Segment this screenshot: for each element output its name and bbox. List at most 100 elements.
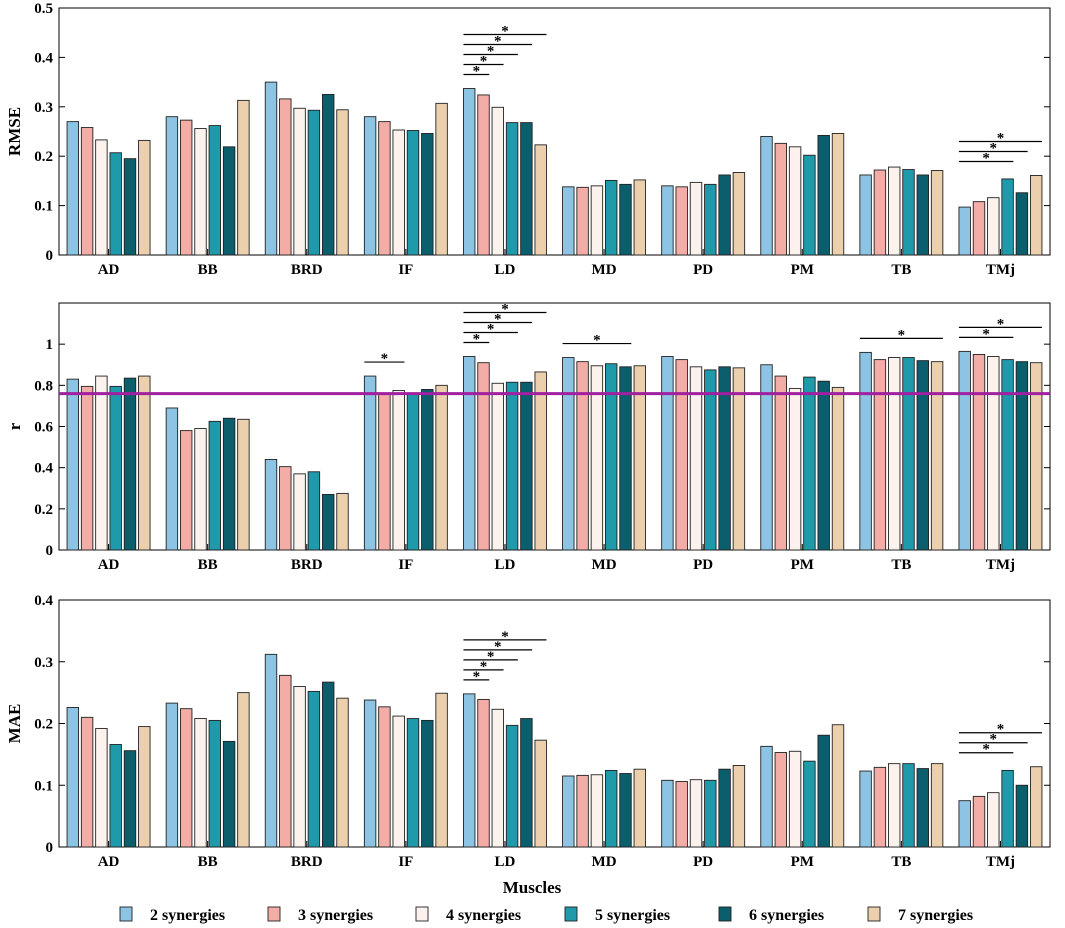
bar — [718, 768, 731, 848]
bar — [95, 727, 108, 848]
bar — [194, 428, 207, 551]
legend-label: 3 synergies — [298, 907, 373, 924]
bar — [873, 169, 887, 256]
x-tick-label: IF — [398, 557, 413, 573]
bar — [435, 692, 448, 848]
bar — [732, 765, 746, 848]
bar — [520, 718, 533, 848]
bar — [888, 166, 901, 256]
x-axis-title: Muscles — [503, 878, 562, 897]
bar — [930, 361, 944, 551]
legend: 2 synergies 3 synergies 4 synergies 5 syner… — [119, 906, 973, 924]
bar — [322, 93, 335, 256]
y-axis-title: RMSE — [5, 107, 24, 156]
legend-swatch — [415, 906, 429, 922]
bar — [222, 417, 236, 551]
bar — [888, 357, 901, 551]
bar — [378, 393, 391, 551]
bar — [363, 699, 377, 848]
bar — [406, 393, 420, 551]
bar — [222, 146, 236, 256]
significance-star: * — [494, 312, 502, 328]
bar — [165, 702, 179, 848]
significance-star: * — [480, 659, 488, 675]
significance-star: * — [982, 150, 990, 166]
y-tick-label: 0.1 — [34, 778, 53, 794]
x-tick-label: TB — [891, 557, 911, 573]
bar — [803, 376, 816, 551]
bar — [958, 350, 971, 551]
x-tick-label: BRD — [291, 557, 323, 573]
bar — [138, 139, 151, 256]
bar — [123, 750, 137, 848]
bar — [661, 779, 674, 848]
bar — [704, 183, 717, 256]
bar — [293, 107, 306, 256]
bar — [1015, 361, 1029, 551]
x-tick-label: PM — [791, 557, 814, 573]
x-tick-label: LD — [495, 262, 516, 278]
x-tick-label: LD — [495, 854, 516, 870]
bar — [689, 366, 703, 551]
bar — [406, 130, 420, 256]
bar — [392, 715, 405, 848]
significance-star: * — [982, 742, 990, 758]
legend-label: 4 synergies — [446, 907, 521, 924]
bar — [987, 197, 1000, 256]
bar — [774, 752, 787, 848]
y-tick-label: 0.1 — [34, 199, 53, 215]
bar — [576, 361, 589, 551]
bar — [633, 179, 646, 256]
significance-star: * — [487, 44, 495, 60]
bar — [293, 686, 306, 848]
bar — [534, 144, 547, 256]
bar — [520, 381, 533, 551]
bar — [307, 690, 321, 848]
x-tick-label: MD — [592, 557, 617, 573]
bar — [179, 708, 193, 848]
bar — [605, 769, 618, 848]
significance-star: * — [501, 302, 509, 318]
bar — [279, 674, 292, 848]
bar — [165, 407, 179, 551]
significance-star: * — [997, 130, 1005, 146]
bar — [1015, 784, 1029, 848]
y-tick-label: 0.2 — [34, 717, 53, 733]
y-tick-label: 0.4 — [34, 593, 53, 609]
x-tick-label: MD — [592, 854, 617, 870]
bar — [123, 158, 137, 256]
legend-label: 2 synergies — [150, 907, 225, 924]
y-tick-label: 0.3 — [34, 100, 53, 116]
bar — [66, 378, 80, 551]
bar — [421, 133, 434, 256]
bar — [505, 724, 519, 848]
x-tick-label: TMj — [986, 262, 1015, 278]
bar — [322, 493, 335, 551]
bar — [363, 375, 377, 551]
bar — [477, 362, 490, 551]
bar — [392, 129, 405, 256]
bar — [505, 122, 519, 256]
bar — [1029, 766, 1043, 848]
bar — [704, 369, 717, 551]
x-tick-label: AD — [98, 262, 120, 278]
bar — [774, 142, 787, 256]
bar — [1029, 175, 1043, 256]
significance-star: * — [473, 669, 481, 685]
bar — [80, 385, 94, 551]
significance-star: * — [997, 316, 1005, 332]
y-tick-label: 0 — [46, 248, 54, 264]
y-tick-label: 0.2 — [34, 149, 53, 165]
bar — [930, 763, 944, 848]
bar — [534, 739, 547, 848]
bar — [123, 377, 137, 551]
bar — [322, 681, 335, 848]
bar — [590, 365, 604, 551]
bar — [1029, 362, 1043, 551]
bar — [803, 154, 816, 256]
bar — [661, 356, 674, 551]
bar — [95, 139, 108, 256]
bar — [788, 387, 802, 551]
bar — [307, 471, 321, 551]
bar — [987, 356, 1000, 551]
